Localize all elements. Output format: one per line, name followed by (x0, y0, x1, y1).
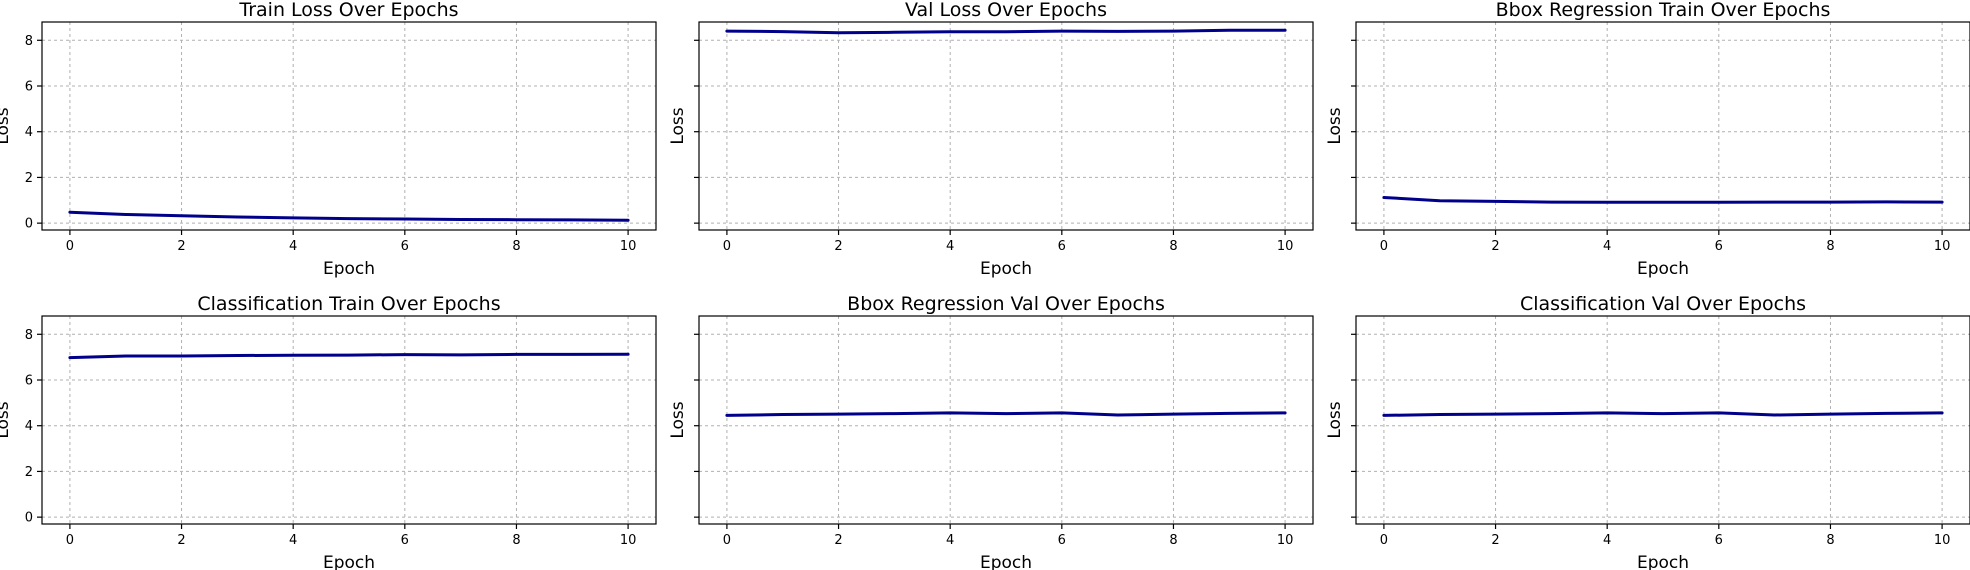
x-axis-label: Epoch (323, 553, 375, 570)
x-tick-label: 2 (834, 533, 842, 548)
y-axis-label: Loss (1325, 401, 1345, 438)
x-axis-label: Epoch (1637, 259, 1689, 279)
plot-frame (1355, 21, 1970, 231)
series-line (725, 28, 1287, 35)
y-tick-label: 8 (25, 328, 33, 343)
y-tick-label: 6 (25, 374, 33, 389)
chart-panel-3: 0 2 4 6 8 10 Bbox Regression Train Over Epochs… (1325, 0, 1970, 279)
plot-frame (1355, 315, 1970, 525)
x-tick-label: 8 (1169, 533, 1177, 548)
plot-frame (698, 21, 1314, 231)
x-tick-label: 2 (1491, 239, 1499, 254)
x-tick-label: 6 (1715, 239, 1723, 254)
x-tick-label: 10 (620, 239, 637, 254)
plot-frame (41, 21, 657, 231)
chart-panel-1: 0 2 4 6 8 10 0 2 4 6 8 Train Loss Over Epochs Epoch L… (0, 0, 657, 279)
x-tick-label: 10 (1934, 239, 1951, 254)
x-tick-label: 8 (512, 239, 520, 254)
y-axis-label: Loss (0, 107, 13, 144)
x-tick-label: 8 (1826, 239, 1834, 254)
y-tick-label: 2 (25, 171, 33, 186)
chart-title: Bbox Regression Train Over Epochs (1496, 0, 1831, 21)
y-axis-label: Loss (1325, 107, 1345, 144)
x-tick-label: 0 (723, 239, 731, 254)
series-line (68, 352, 630, 360)
chart-title: Val Loss Over Epochs (905, 0, 1107, 21)
chart-panel-4: 0 2 4 6 8 10 0 2 4 6 8 Classification Train Over Ep… (0, 293, 657, 570)
chart-title: Train Loss Over Epochs (238, 0, 458, 21)
chart-panel-2: 0 2 4 6 8 10 Val Loss Over Epochs Epoch Loss (668, 0, 1314, 279)
x-tick-label: 4 (946, 533, 954, 548)
y-tick-label: 0 (25, 217, 33, 232)
y-tick-label: 2 (25, 465, 33, 480)
x-tick-label: 0 (723, 533, 731, 548)
x-tick-label: 4 (289, 239, 297, 254)
x-tick-label: 8 (512, 533, 520, 548)
y-axis-label: Loss (668, 107, 688, 144)
x-tick-label: 6 (401, 239, 409, 254)
y-axis-label: Loss (0, 401, 13, 438)
x-tick-label: 2 (177, 239, 185, 254)
x-tick-label: 10 (1934, 533, 1951, 548)
x-axis-label: Epoch (323, 259, 375, 279)
y-tick-label: 0 (25, 511, 33, 526)
plot-frame (698, 315, 1314, 525)
x-tick-label: 6 (1058, 533, 1066, 548)
y-tick-label: 4 (25, 125, 33, 140)
chart-panel-5: 0 2 4 6 8 10 Bbox Regression Val Over Epochs Ep… (668, 293, 1314, 570)
x-tick-label: 0 (1380, 533, 1388, 548)
y-tick-label: 4 (25, 419, 33, 434)
x-tick-label: 4 (1603, 239, 1611, 254)
chart-panel-6: 0 2 4 6 8 10 Classification Val Over Epochs Epo… (1325, 293, 1970, 570)
x-axis-label: Epoch (1637, 553, 1689, 570)
x-tick-label: 4 (946, 239, 954, 254)
y-axis-label: Loss (668, 401, 688, 438)
series-line (725, 411, 1287, 417)
plot-frame (41, 315, 657, 525)
x-axis-label: Epoch (980, 259, 1032, 279)
x-tick-label: 0 (1380, 239, 1388, 254)
x-tick-label: 8 (1826, 533, 1834, 548)
series-line (68, 210, 630, 222)
x-tick-label: 4 (1603, 533, 1611, 548)
series-line (1382, 411, 1944, 417)
chart-title: Classification Train Over Epochs (197, 293, 500, 315)
x-tick-label: 2 (177, 533, 185, 548)
x-tick-label: 10 (620, 533, 637, 548)
x-tick-label: 10 (1277, 239, 1294, 254)
y-tick-label: 6 (25, 80, 33, 95)
x-tick-label: 4 (289, 533, 297, 548)
x-tick-label: 6 (1058, 239, 1066, 254)
x-tick-label: 10 (1277, 533, 1294, 548)
chart-title: Classification Val Over Epochs (1520, 293, 1806, 315)
series-line (1382, 196, 1944, 204)
x-tick-label: 2 (1491, 533, 1499, 548)
y-tick-label: 8 (25, 34, 33, 49)
x-axis-label: Epoch (980, 553, 1032, 570)
x-tick-label: 0 (66, 239, 74, 254)
x-tick-label: 6 (401, 533, 409, 548)
x-tick-label: 0 (66, 533, 74, 548)
x-tick-label: 6 (1715, 533, 1723, 548)
chart-title: Bbox Regression Val Over Epochs (847, 293, 1165, 315)
x-tick-label: 8 (1169, 239, 1177, 254)
x-tick-label: 2 (834, 239, 842, 254)
